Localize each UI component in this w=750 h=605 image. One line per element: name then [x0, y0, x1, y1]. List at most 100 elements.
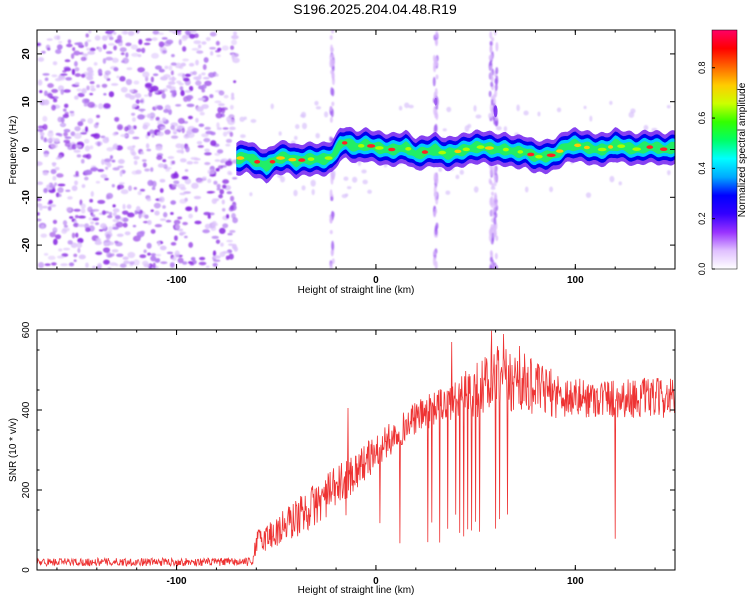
noise-blob	[101, 159, 105, 166]
noise-blob	[196, 50, 204, 54]
noise-blob	[188, 241, 194, 248]
noise-blob	[231, 53, 235, 60]
streak-blob	[491, 37, 495, 42]
streak-blob	[331, 30, 335, 34]
noise-blob	[49, 184, 56, 188]
noise-blob	[210, 140, 217, 147]
noise-blob	[218, 194, 223, 199]
noise-blob	[152, 30, 160, 35]
streak-blob	[329, 35, 333, 40]
ridge-hotspot	[617, 144, 626, 148]
noise-blob	[163, 109, 170, 114]
noise-blob	[64, 67, 72, 72]
noise-blob	[84, 126, 89, 133]
noise-blob	[107, 43, 115, 46]
noise-blob	[216, 149, 224, 154]
noise-blob	[63, 131, 68, 137]
noise-blob	[111, 159, 116, 163]
streak-blob	[489, 45, 493, 54]
noise-blob	[170, 125, 175, 130]
noise-blob	[87, 101, 96, 108]
streak-blob	[329, 53, 333, 61]
noise-blob	[76, 154, 82, 158]
noise-blob	[73, 222, 79, 228]
noise-blob	[87, 51, 96, 55]
scatter-blob	[408, 104, 414, 109]
noise-blob	[90, 87, 96, 92]
streak-blob	[329, 117, 333, 123]
streak-blob	[434, 123, 438, 132]
noise-blob	[132, 145, 136, 148]
noise-blob	[170, 90, 174, 93]
streak-blob	[488, 228, 492, 236]
noise-blob	[54, 166, 60, 171]
noise-blob	[130, 125, 134, 132]
noise-blob	[37, 212, 40, 216]
noise-blob	[146, 242, 152, 249]
ridge-hotspot	[608, 145, 614, 149]
noise-blob	[199, 111, 205, 116]
noise-blob	[174, 171, 178, 177]
ridge-hotspot	[324, 156, 333, 160]
noise-blob	[179, 65, 184, 70]
noise-blob	[40, 233, 48, 238]
noise-blob	[55, 49, 62, 54]
noise-blob	[218, 90, 225, 96]
noise-blob	[225, 138, 233, 143]
noise-blob	[187, 115, 193, 120]
noise-blob	[119, 170, 123, 177]
noise-blob	[42, 124, 48, 131]
noise-blob	[61, 228, 68, 234]
noise-blob	[91, 214, 96, 218]
noise-blob	[74, 126, 81, 132]
noise-blob	[151, 52, 159, 59]
noise-blob	[204, 148, 210, 153]
noise-blob	[207, 178, 212, 184]
noise-blob	[132, 136, 140, 140]
noise-blob	[78, 254, 86, 260]
noise-blob	[66, 206, 72, 212]
noise-blob	[133, 186, 138, 190]
noise-blob	[226, 191, 233, 195]
scatter-blob	[300, 114, 305, 118]
noise-blob	[165, 168, 170, 172]
noise-blob	[56, 44, 63, 50]
noise-blob	[222, 127, 229, 130]
streak-blob	[490, 81, 494, 88]
noise-blob	[37, 42, 41, 46]
noise-blob	[79, 199, 83, 206]
noise-blob	[73, 50, 81, 56]
noise-blob	[62, 113, 69, 119]
ridge-hotspot	[307, 157, 315, 161]
noise-blob	[171, 256, 177, 261]
noise-blob	[173, 219, 181, 225]
noise-blob	[152, 262, 156, 269]
noise-blob	[204, 80, 212, 87]
noise-blob	[77, 92, 85, 98]
noise-blob	[221, 108, 226, 114]
noise-blob	[169, 262, 175, 268]
scatter-blob	[490, 186, 496, 191]
noise-blob	[51, 88, 59, 93]
noise-blob	[133, 155, 140, 160]
scatter-blob	[459, 169, 464, 175]
noise-blob	[164, 65, 169, 70]
noise-blob	[108, 211, 113, 217]
noise-blob	[156, 131, 164, 137]
scatter-blob	[250, 119, 257, 123]
noise-blob	[161, 93, 166, 99]
noise-blob	[80, 132, 87, 135]
noise-blob	[114, 215, 121, 220]
noise-blob	[140, 151, 144, 155]
noise-blob	[155, 258, 161, 262]
scatter-blob	[398, 105, 403, 111]
noise-blob	[74, 73, 81, 77]
noise-blob	[125, 78, 132, 86]
scatter-blob	[609, 100, 613, 105]
scatter-blob	[315, 106, 322, 110]
streak-blob	[495, 75, 499, 86]
streak-blob	[488, 90, 492, 98]
noise-blob	[100, 223, 107, 229]
noise-blob	[228, 243, 234, 246]
streak-blob	[492, 223, 496, 229]
